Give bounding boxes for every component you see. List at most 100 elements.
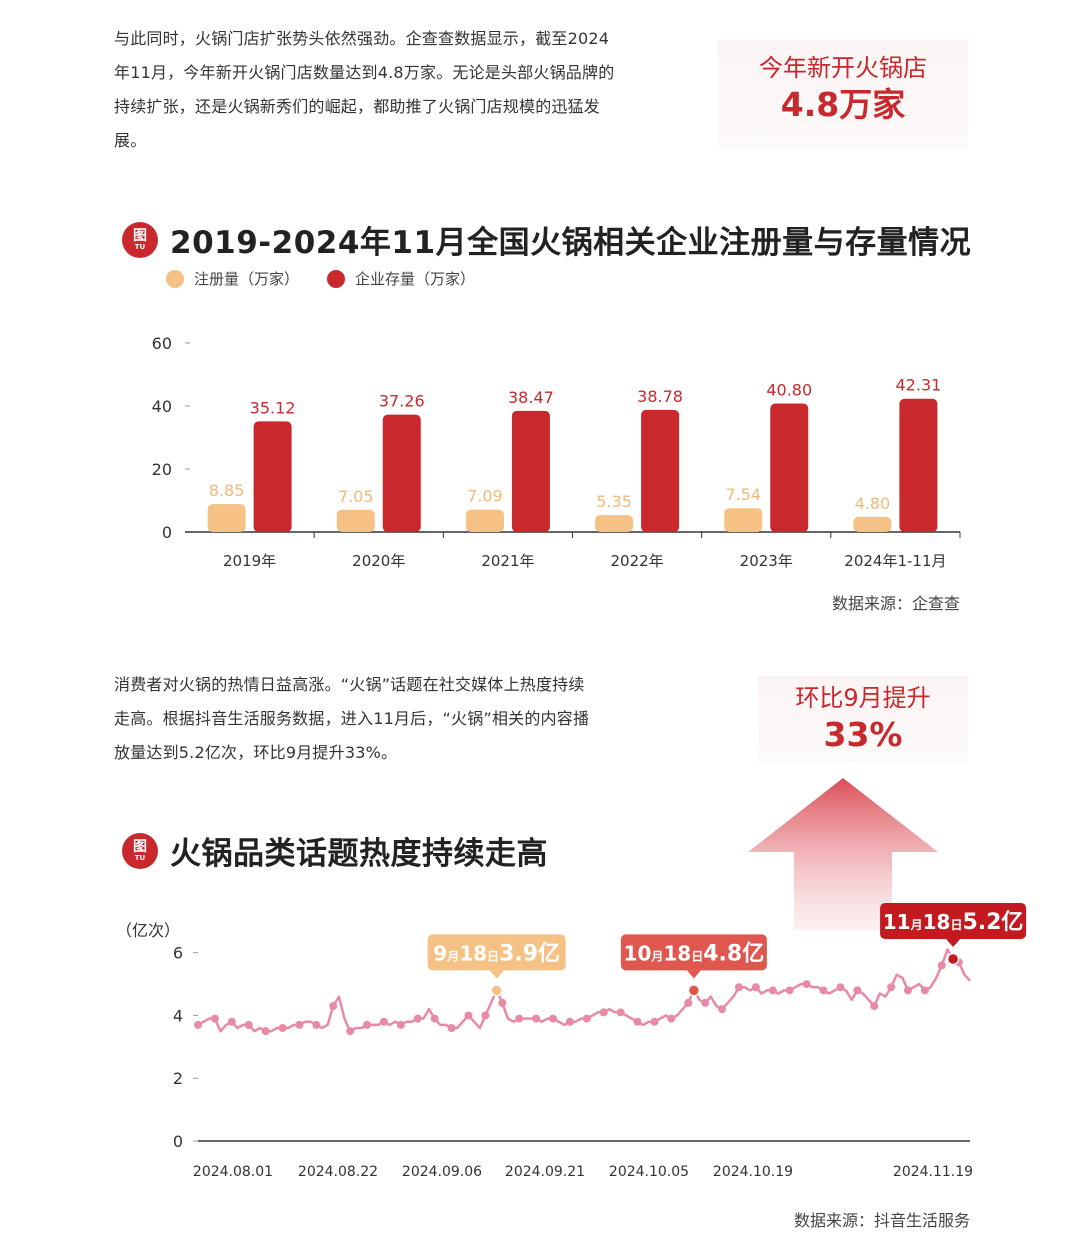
intro-line: 年11月，今年新开火锅门店数量达到4.8万家。无论是头部火锅品牌的	[114, 63, 615, 82]
registration-bar	[465, 509, 504, 532]
data-point	[379, 1017, 388, 1026]
data-point	[413, 1014, 422, 1023]
x-tick-label: 2022年	[610, 552, 663, 570]
bar-value-label: 40.80	[766, 380, 812, 399]
registration-bar	[853, 516, 892, 532]
x-tick-label: 2019年	[223, 552, 276, 570]
annotation-pointer	[489, 970, 504, 979]
data-point	[920, 986, 929, 995]
data-point	[464, 1011, 473, 1020]
x-tick-label: 2020年	[352, 552, 405, 570]
y-tick-label: 0	[173, 1132, 183, 1151]
callout-value: 4.8万家	[780, 85, 906, 124]
section-title-enterprises: 图 TU 2019-2024年11月全国火锅相关企业注册量与存量情况	[122, 217, 971, 262]
legend-item-registrations: 注册量（万家）	[166, 268, 299, 289]
data-point	[633, 1017, 642, 1026]
data-point	[667, 1014, 676, 1023]
annotation-pointer	[686, 970, 701, 979]
data-point	[396, 1020, 405, 1029]
intro2-line: 消费者对火锅的热情日益高涨。“火锅”话题在社交媒体上热度持续	[114, 675, 585, 694]
y-tick-label: 20	[152, 460, 172, 479]
annotation-box	[880, 902, 1027, 939]
intro2-line: 放量达到5.2亿次，环比9月提升33%。	[114, 743, 398, 762]
data-point	[684, 998, 693, 1007]
data-point	[599, 1008, 608, 1017]
growth-callout: 环比9月提升 33%	[758, 676, 968, 762]
data-point	[870, 1002, 879, 1011]
registration-bar	[207, 504, 246, 532]
data-point	[802, 980, 811, 989]
data-point	[498, 998, 507, 1007]
y-tick-label: 0	[162, 523, 172, 542]
data-point	[937, 961, 946, 970]
data-point	[616, 1008, 625, 1017]
data-point	[329, 1002, 338, 1011]
x-tick-label: 2024.10.05	[609, 1164, 689, 1180]
data-point	[532, 1014, 541, 1023]
callout-value: 33%	[823, 715, 903, 754]
data-point	[768, 986, 777, 995]
data-point	[819, 986, 828, 995]
legend-label: 注册量（万家）	[194, 270, 300, 288]
stock-bar	[382, 414, 421, 532]
data-point	[312, 1020, 321, 1029]
annotation-box	[620, 934, 767, 971]
intro-paragraph: 与此同时，火锅门店扩张势头依然强劲。企查查数据显示，截至2024 年11月，今年…	[114, 22, 684, 158]
intro-line: 持续扩张，还是火锅新秀们的崛起，都助推了火锅门店规模的迅猛发	[114, 97, 601, 116]
data-point	[363, 1020, 372, 1029]
y-axis-label: （亿次）	[116, 921, 180, 940]
bar-value-label: 8.85	[209, 481, 245, 500]
data-point	[853, 986, 862, 995]
data-point	[718, 1005, 727, 1014]
callout-caption: 今年新开火锅店	[759, 54, 927, 82]
x-tick-label: 2024.08.22	[298, 1164, 378, 1180]
data-point	[261, 1027, 270, 1036]
registration-bar	[724, 508, 763, 532]
annotation-label: 11月18日5.2亿	[883, 910, 1024, 935]
x-tick-label: 2024.08.01	[193, 1164, 273, 1180]
registration-bar	[595, 515, 634, 532]
x-tick-label: 2021年	[481, 552, 534, 570]
x-tick-label: 2024.09.06	[402, 1164, 482, 1180]
legend-item-stock: 企业存量（万家）	[327, 268, 475, 289]
y-tick-label: 60	[152, 334, 172, 353]
section-title-text: 火锅品类话题热度持续走高	[170, 836, 548, 872]
bar-value-label: 38.47	[508, 388, 554, 407]
bar-value-label: 42.31	[896, 376, 942, 395]
annotation-pointer	[946, 938, 961, 947]
y-tick-label: 40	[152, 397, 172, 416]
annotation-point	[490, 984, 503, 997]
data-point	[278, 1024, 287, 1033]
stock-bar	[770, 403, 809, 532]
data-point	[430, 1014, 439, 1023]
y-tick-label: 4	[173, 1006, 183, 1025]
x-tick-label: 2024.11.19	[893, 1164, 973, 1180]
data-point	[701, 998, 710, 1007]
annotation-box	[427, 934, 566, 971]
bar-value-label: 5.35	[596, 492, 632, 511]
line-chart-source: 数据来源：抖音生活服务	[793, 1211, 970, 1230]
data-point	[887, 983, 896, 992]
new-stores-callout: 今年新开火锅店 4.8万家	[718, 40, 968, 150]
data-point	[785, 986, 794, 995]
data-point	[751, 983, 760, 992]
stock-bar	[641, 409, 680, 532]
intro2-paragraph: 消费者对火锅的热情日益高涨。“火锅”话题在社交媒体上热度持续 走高。根据抖音生活…	[114, 668, 684, 770]
y-tick-label: 2	[173, 1069, 183, 1088]
intro2-line: 走高。根据抖音生活服务数据，进入11月后，“火锅”相关的内容播	[114, 709, 590, 728]
bar-value-label: 35.12	[250, 398, 296, 417]
up-arrow-icon	[748, 778, 938, 930]
y-tick-label: 6	[173, 944, 183, 963]
bar-value-label: 37.26	[379, 392, 425, 411]
bar-value-label: 4.80	[855, 494, 891, 513]
data-point	[447, 1024, 456, 1033]
bar-chart: 0 20 40 60 2019年 8.85 35.12 2020年 7.05 37.26 2021年…	[152, 334, 961, 570]
callout-caption: 环比9月提升	[795, 684, 931, 712]
data-point	[836, 983, 845, 992]
bar-value-label: 7.05	[338, 487, 374, 506]
section-title-text: 2019-2024年11月全国火锅相关企业注册量与存量情况	[170, 225, 972, 261]
x-tick-label: 2024年1-11月	[844, 552, 946, 570]
data-point	[295, 1020, 304, 1029]
data-point	[549, 1014, 558, 1023]
bar-legend: 注册量（万家） 企业存量（万家）	[166, 268, 503, 289]
